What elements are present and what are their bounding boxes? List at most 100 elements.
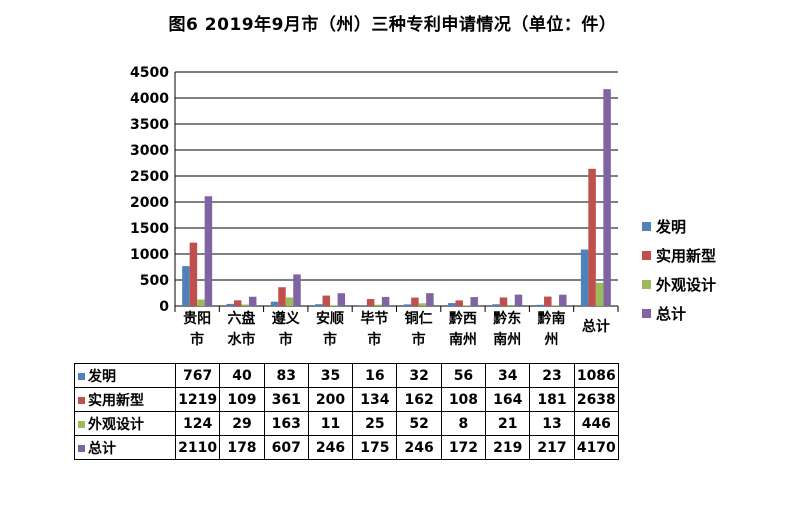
y-tick-label: 4000 <box>130 91 169 107</box>
row-header: 总计 <box>74 435 176 460</box>
table-cell: 108 <box>440 387 487 412</box>
legend-swatch <box>642 222 651 231</box>
bar-外观设计 <box>595 282 604 306</box>
table-cell: 8 <box>440 411 487 436</box>
category-label: 市 <box>323 331 337 348</box>
y-tick-label: 3500 <box>130 117 169 133</box>
bar-总计 <box>470 297 478 306</box>
bar-外观设计 <box>285 297 294 306</box>
legend-swatch <box>642 280 651 289</box>
table-cell: 83 <box>263 363 309 388</box>
category-label: 市 <box>279 331 293 348</box>
table-cell: 29 <box>219 411 265 436</box>
table-cell: 11 <box>307 411 354 436</box>
category-label: 市 <box>190 331 204 348</box>
table-cell: 21 <box>485 411 531 436</box>
category-label: 黔西 <box>449 310 477 327</box>
row-swatch <box>78 421 85 428</box>
table-cell: 1086 <box>573 363 619 388</box>
legend-item: 总计 <box>642 299 716 328</box>
y-tick-label: 4500 <box>130 65 169 81</box>
table-cell: 607 <box>263 435 309 460</box>
y-tick-label: 3000 <box>130 143 169 159</box>
legend-label: 实用新型 <box>656 247 717 265</box>
table-cell: 23 <box>529 363 575 388</box>
bar-实用新型 <box>233 300 242 306</box>
table-cell: 446 <box>573 411 619 436</box>
y-tick-label: 500 <box>140 273 169 289</box>
table-cell: 219 <box>485 435 531 460</box>
chart-title: 图6 2019年9月市（州）三种专利申请情况（单位：件） <box>168 15 617 35</box>
table-cell: 2110 <box>174 435 221 460</box>
bar-总计 <box>426 293 434 306</box>
bar-发明 <box>182 266 190 306</box>
bar-总计 <box>204 196 213 306</box>
table-cell: 4170 <box>573 435 619 460</box>
row-header: 实用新型 <box>74 387 176 412</box>
table-cell: 34 <box>485 363 531 388</box>
category-label: 六盘 <box>227 310 255 327</box>
bar-发明 <box>226 303 234 306</box>
bar-发明 <box>447 303 456 306</box>
bar-实用新型 <box>411 297 419 306</box>
bar-外观设计 <box>418 303 427 306</box>
data-table: 发明 767 40 83 35 16 32 56 34 23 1086 实用新型 1219 109 361 2… <box>74 363 619 460</box>
category-label: 州 <box>544 332 559 348</box>
bar-发明 <box>403 304 412 306</box>
bar-实用新型 <box>322 295 331 306</box>
bar-发明 <box>536 304 545 306</box>
category-label: 贵阳 <box>183 310 211 327</box>
bar-总计 <box>381 296 390 306</box>
legend-item: 外观设计 <box>642 270 716 299</box>
bar-发明 <box>270 301 279 306</box>
table-row: 总计 2110 178 607 246 175 246 172 219 217 4170 <box>74 435 619 460</box>
table-cell: 181 <box>529 387 575 412</box>
table-cell: 56 <box>440 363 487 388</box>
table-cell: 13 <box>529 411 575 436</box>
bar-实用新型 <box>544 296 552 306</box>
y-tick-label: 2000 <box>130 195 169 211</box>
y-tick-label: 0 <box>159 299 169 315</box>
bar-发明 <box>492 304 500 306</box>
table-cell: 16 <box>352 363 398 388</box>
table-cell: 162 <box>396 387 442 412</box>
row-swatch <box>78 397 85 404</box>
table-cell: 246 <box>307 435 354 460</box>
table-cell: 40 <box>219 363 265 388</box>
category-label: 水市 <box>227 331 255 348</box>
row-label: 发明 <box>88 368 116 385</box>
bar-实用新型 <box>366 299 375 306</box>
table-cell: 175 <box>352 435 398 460</box>
table-cell: 32 <box>396 363 442 388</box>
table-cell: 246 <box>396 435 442 460</box>
category-label: 南州 <box>493 331 521 348</box>
legend-label: 发明 <box>656 218 687 236</box>
table-cell: 52 <box>396 411 442 436</box>
row-label: 实用新型 <box>88 392 144 409</box>
y-tick-label: 1000 <box>130 247 169 263</box>
table-row: 实用新型 1219 109 361 200 134 162 108 164 181 2638 <box>74 387 619 412</box>
bar-发明 <box>359 305 367 306</box>
category-label: 市 <box>367 331 381 348</box>
category-label: 黔南 <box>538 310 566 327</box>
table-cell: 1219 <box>174 387 221 412</box>
table-cell: 124 <box>174 411 221 436</box>
bar-总计 <box>337 293 346 306</box>
bar-外观设计 <box>374 304 382 306</box>
category-label: 总计 <box>582 318 610 335</box>
row-swatch <box>78 445 85 452</box>
bar-外观设计 <box>197 299 205 306</box>
category-label: 遵义 <box>272 310 300 327</box>
bar-实用新型 <box>455 300 463 306</box>
table-cell: 109 <box>219 387 265 412</box>
bar-实用新型 <box>588 168 596 306</box>
row-label: 外观设计 <box>88 416 144 433</box>
bar-发明 <box>315 304 323 306</box>
row-label: 总计 <box>88 440 116 457</box>
table-cell: 217 <box>529 435 575 460</box>
row-header: 发明 <box>74 363 176 388</box>
bar-外观设计 <box>551 305 560 306</box>
bar-实用新型 <box>499 297 508 306</box>
table-cell: 767 <box>174 363 221 388</box>
